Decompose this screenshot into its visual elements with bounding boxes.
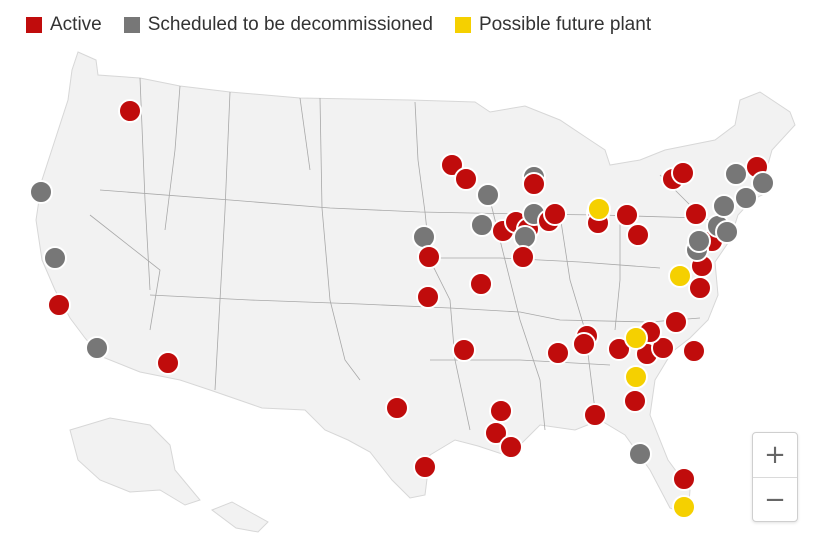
active-plant-marker[interactable] [672, 467, 696, 491]
active-plant-marker[interactable] [623, 389, 647, 413]
active-plant-marker[interactable] [416, 285, 440, 309]
alaska-shape [69, 417, 201, 506]
active-plant-marker[interactable] [688, 276, 712, 300]
active-plant-marker[interactable] [607, 337, 631, 361]
decommission-plant-marker[interactable] [687, 229, 711, 253]
future-plant-marker[interactable] [672, 495, 696, 519]
us-map[interactable] [0, 40, 826, 546]
us-landmass [35, 51, 796, 533]
active-plant-marker[interactable] [543, 202, 567, 226]
active-plant-marker[interactable] [440, 153, 464, 177]
decommission-plant-marker[interactable] [85, 336, 109, 360]
active-plant-marker[interactable] [684, 202, 708, 226]
active-plant-marker[interactable] [682, 339, 706, 363]
map-container[interactable] [0, 40, 826, 546]
legend-label-active: Active [50, 14, 102, 35]
legend-item-active[interactable]: Active [26, 14, 102, 36]
decommission-plant-marker[interactable] [715, 220, 739, 244]
active-plant-marker[interactable] [583, 403, 607, 427]
active-plant-marker[interactable] [626, 223, 650, 247]
decommission-plant-marker[interactable] [476, 183, 500, 207]
legend-swatch-active [26, 17, 42, 33]
legend-item-future[interactable]: Possible future plant [454, 14, 652, 36]
decommission-plant-marker[interactable] [724, 162, 748, 186]
legend-label-decommission: Scheduled to be decommissioned [147, 14, 433, 35]
zoom-control: + − [752, 432, 798, 522]
decommission-plant-marker[interactable] [734, 186, 758, 210]
active-plant-marker[interactable] [385, 396, 409, 420]
hawaii-shape [210, 501, 269, 533]
map-legend: Active Scheduled to be decommissioned Po… [26, 13, 651, 37]
decommission-plant-marker[interactable] [751, 171, 775, 195]
zoom-out-button[interactable]: − [753, 477, 797, 521]
active-plant-marker[interactable] [511, 245, 535, 269]
active-plant-marker[interactable] [469, 272, 493, 296]
active-plant-marker[interactable] [671, 161, 695, 185]
active-plant-marker[interactable] [522, 172, 546, 196]
active-plant-marker[interactable] [572, 332, 596, 356]
decommission-plant-marker[interactable] [412, 225, 436, 249]
legend-item-decommission[interactable]: Scheduled to be decommissioned [123, 14, 433, 36]
legend-label-future: Possible future plant [478, 14, 652, 35]
decommission-plant-marker[interactable] [43, 246, 67, 270]
active-plant-marker[interactable] [47, 293, 71, 317]
future-plant-marker[interactable] [587, 197, 611, 221]
active-plant-marker[interactable] [454, 167, 478, 191]
zoom-in-button[interactable]: + [764, 440, 786, 470]
active-plant-marker[interactable] [499, 435, 523, 459]
power-plant-markers[interactable] [29, 99, 775, 519]
decommission-plant-marker[interactable] [513, 225, 537, 249]
active-plant-marker[interactable] [156, 351, 180, 375]
active-plant-marker[interactable] [118, 99, 142, 123]
active-plant-marker[interactable] [417, 245, 441, 269]
state-borders [89, 77, 721, 431]
active-plant-marker[interactable] [484, 421, 508, 445]
contiguous-us-shape [35, 51, 796, 516]
legend-swatch-decommission [123, 17, 140, 33]
legend-swatch-future [454, 17, 471, 33]
active-plant-marker[interactable] [413, 455, 437, 479]
future-plant-marker[interactable] [624, 326, 648, 350]
active-plant-marker[interactable] [651, 336, 675, 360]
future-plant-marker[interactable] [624, 365, 648, 389]
decommission-plant-marker[interactable] [470, 213, 494, 237]
active-plant-marker[interactable] [489, 399, 513, 423]
active-plant-marker[interactable] [615, 203, 639, 227]
active-plant-marker[interactable] [664, 310, 688, 334]
decommission-plant-marker[interactable] [712, 194, 736, 218]
decommission-plant-marker[interactable] [628, 442, 652, 466]
decommission-plant-marker[interactable] [29, 180, 53, 204]
active-plant-marker[interactable] [546, 341, 570, 365]
future-plant-marker[interactable] [668, 264, 692, 288]
active-plant-marker[interactable] [452, 338, 476, 362]
